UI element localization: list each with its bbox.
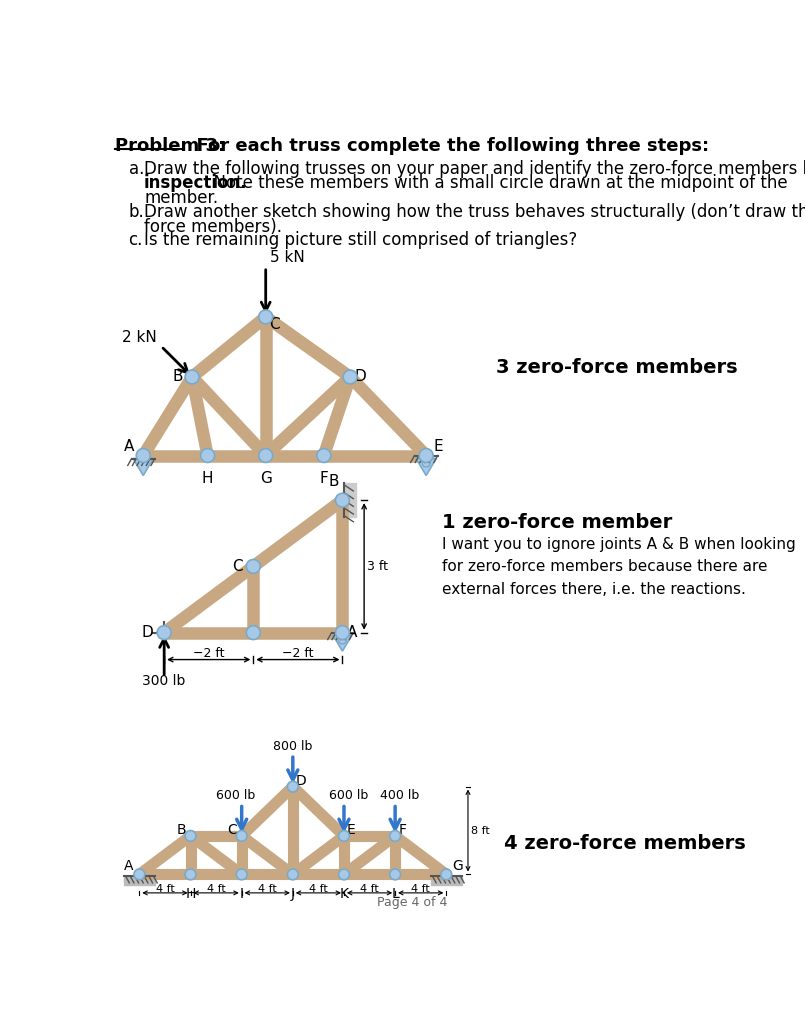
Circle shape: [134, 869, 145, 880]
Circle shape: [336, 626, 349, 640]
Text: I want you to ignore joints A & B when looking
for zero-force members because th: I want you to ignore joints A & B when l…: [442, 538, 795, 597]
Text: 4 ft: 4 ft: [155, 884, 175, 894]
Polygon shape: [416, 459, 436, 475]
Circle shape: [390, 869, 401, 880]
Circle shape: [185, 370, 199, 384]
Text: D: D: [142, 625, 153, 640]
Text: 4 ft: 4 ft: [360, 884, 379, 894]
Text: inspection.: inspection.: [144, 174, 248, 193]
Circle shape: [185, 869, 196, 880]
Text: 5 kN: 5 kN: [270, 250, 305, 264]
Text: member.: member.: [144, 189, 218, 207]
Circle shape: [200, 449, 215, 463]
Circle shape: [441, 869, 452, 880]
Text: F: F: [398, 823, 407, 838]
Text: G: G: [452, 859, 463, 872]
Text: L: L: [391, 887, 399, 901]
Text: B: B: [176, 823, 186, 838]
Circle shape: [390, 830, 401, 842]
Text: 1 zero-force member: 1 zero-force member: [442, 512, 672, 531]
Text: D: D: [296, 774, 307, 788]
Text: H: H: [185, 887, 196, 901]
Text: force members).: force members).: [144, 217, 282, 236]
Text: A: A: [347, 625, 357, 640]
Text: 600 lb: 600 lb: [216, 790, 255, 802]
Text: C: C: [269, 316, 279, 332]
Text: A: A: [124, 859, 133, 872]
Text: 300 lb: 300 lb: [142, 674, 186, 688]
Text: −2 ft: −2 ft: [282, 647, 314, 660]
Text: 4 ft: 4 ft: [258, 884, 277, 894]
Polygon shape: [333, 635, 352, 651]
Text: J: J: [291, 887, 295, 901]
Text: Draw another sketch showing how the truss behaves structurally (don’t draw the z: Draw another sketch showing how the trus…: [144, 203, 805, 221]
Circle shape: [246, 626, 260, 640]
Circle shape: [136, 449, 151, 463]
Text: 8 ft: 8 ft: [471, 825, 489, 836]
Circle shape: [339, 830, 349, 842]
Text: B: B: [172, 370, 183, 384]
Text: 4 ft: 4 ft: [207, 884, 225, 894]
Circle shape: [258, 449, 273, 463]
Circle shape: [339, 869, 349, 880]
Text: A: A: [124, 439, 134, 454]
Text: Problem 3:: Problem 3:: [114, 137, 225, 155]
Text: Page 4 of 4: Page 4 of 4: [377, 896, 448, 908]
Circle shape: [287, 781, 298, 792]
Text: Note these members with a small circle drawn at the midpoint of the: Note these members with a small circle d…: [203, 174, 787, 193]
Circle shape: [339, 636, 346, 644]
Polygon shape: [133, 459, 153, 475]
Text: −2 ft: −2 ft: [193, 647, 225, 660]
Text: E: E: [347, 823, 356, 838]
Circle shape: [336, 494, 349, 507]
Text: B: B: [328, 474, 340, 489]
Circle shape: [258, 310, 273, 324]
Text: For each truss complete the following three steps:: For each truss complete the following th…: [184, 137, 709, 155]
Text: 4 ft: 4 ft: [411, 884, 430, 894]
Text: Is the remaining picture still comprised of triangles?: Is the remaining picture still comprised…: [144, 231, 577, 250]
Text: 4 ft: 4 ft: [309, 884, 328, 894]
Text: E: E: [434, 439, 444, 454]
Text: G: G: [260, 471, 271, 486]
Text: D: D: [355, 370, 366, 384]
Circle shape: [236, 869, 247, 880]
Text: 400 lb: 400 lb: [380, 790, 419, 802]
Circle shape: [423, 460, 430, 467]
Text: 3 zero-force members: 3 zero-force members: [496, 358, 737, 377]
Text: b.: b.: [129, 203, 144, 221]
Circle shape: [246, 559, 260, 573]
Circle shape: [236, 830, 247, 842]
Circle shape: [317, 449, 331, 463]
Text: 2 kN: 2 kN: [122, 330, 157, 345]
Text: a.: a.: [129, 160, 144, 178]
Circle shape: [157, 626, 171, 640]
Circle shape: [343, 370, 357, 384]
Text: 600 lb: 600 lb: [329, 790, 368, 802]
Text: K: K: [340, 887, 349, 901]
Text: 4 zero-force members: 4 zero-force members: [504, 835, 745, 853]
Text: F: F: [320, 471, 328, 486]
Circle shape: [419, 449, 433, 463]
Text: H: H: [202, 471, 213, 486]
Text: 3 ft: 3 ft: [367, 560, 388, 572]
Text: I: I: [240, 887, 244, 901]
Circle shape: [287, 869, 298, 880]
Text: 800 lb: 800 lb: [273, 739, 312, 753]
Text: C: C: [232, 559, 242, 573]
Circle shape: [185, 830, 196, 842]
Text: C: C: [227, 823, 237, 838]
Text: c.: c.: [129, 231, 143, 250]
Text: Draw the following trusses on your paper and identify the zero-force members by: Draw the following trusses on your paper…: [144, 160, 805, 178]
